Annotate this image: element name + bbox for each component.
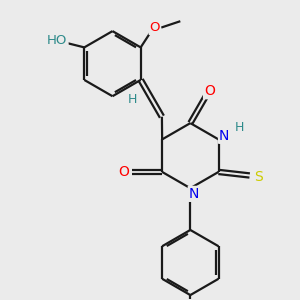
Text: N: N	[189, 187, 199, 201]
Text: N: N	[219, 129, 230, 143]
Text: H: H	[128, 93, 137, 106]
Text: S: S	[254, 170, 263, 184]
Text: H: H	[235, 121, 244, 134]
Text: O: O	[204, 84, 215, 98]
Text: HO: HO	[47, 34, 68, 47]
Text: O: O	[118, 165, 129, 179]
Text: O: O	[150, 21, 160, 34]
